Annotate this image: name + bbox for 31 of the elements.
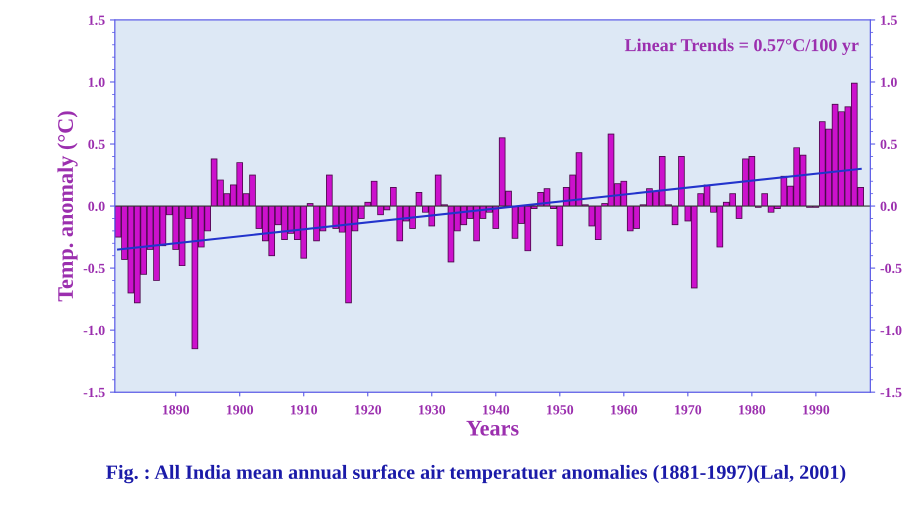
x-tick-label: 1910 bbox=[290, 405, 318, 414]
x-tick-label: 1890 bbox=[162, 405, 190, 414]
y-tick-label: -1.0 bbox=[84, 326, 105, 336]
x-axis-title: Years bbox=[466, 420, 519, 436]
x-tick-label: 1930 bbox=[418, 405, 446, 414]
y-tick-label: 0.0 bbox=[88, 202, 105, 212]
bar bbox=[326, 174, 333, 206]
annotation: Linear Trends = 0.57°C/100 yr bbox=[624, 38, 859, 55]
x-tick-label: 1940 bbox=[483, 405, 510, 414]
y2-tick-label: -0.5 bbox=[880, 264, 902, 274]
y2-tick-label: 1.0 bbox=[881, 78, 897, 88]
y-tick-label: 0.5 bbox=[88, 140, 105, 150]
y-tick-label: -1.5 bbox=[84, 388, 105, 398]
x-tick-label: 1950 bbox=[547, 405, 574, 414]
y2-tick-label: -1.5 bbox=[880, 388, 902, 398]
y2-tick-label: 1.5 bbox=[881, 16, 897, 25]
y-tick-label: 1.0 bbox=[88, 78, 105, 88]
y2-tick-label: 0.0 bbox=[880, 202, 897, 212]
x-tick-label: 1990 bbox=[803, 405, 830, 414]
y-tick-label: 1.5 bbox=[88, 16, 105, 25]
x-tick-label: 1970 bbox=[675, 405, 702, 414]
x-tick-label: 1980 bbox=[739, 405, 766, 414]
bar bbox=[761, 193, 768, 206]
y2-tick-label: 0.5 bbox=[880, 140, 897, 150]
x-tick-label: 1920 bbox=[354, 405, 382, 414]
y-axis-title: Temp. anomaly (°C) bbox=[57, 111, 78, 302]
text: Fig. : All India mean annual surface air temperatuer anomalies (1881-1997)(Lal, 2001) bbox=[106, 464, 846, 484]
x-tick-label: 1960 bbox=[611, 405, 638, 414]
x-tick-label: 1900 bbox=[226, 405, 254, 414]
y2-tick-label: -1.0 bbox=[880, 326, 902, 336]
y-tick-label: -0.5 bbox=[84, 264, 105, 274]
